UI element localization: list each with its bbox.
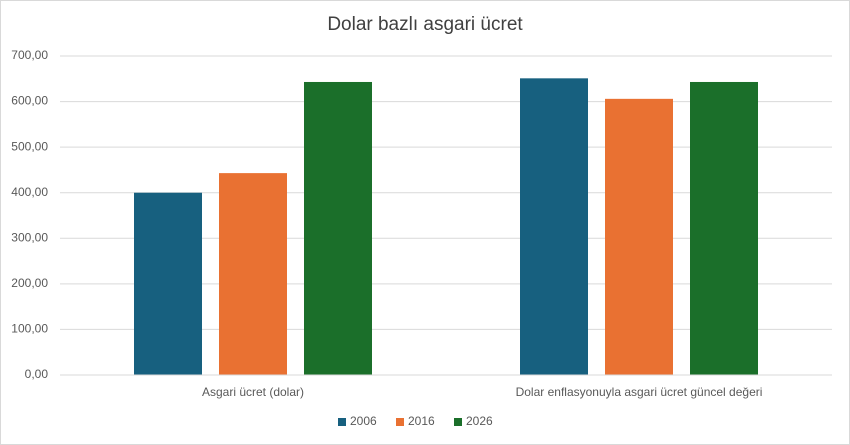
y-tick-label: 100,00	[11, 322, 48, 336]
y-tick-label: 0,00	[25, 367, 49, 381]
bar	[134, 192, 202, 375]
y-tick-label: 300,00	[11, 230, 48, 244]
legend-swatch	[338, 418, 346, 426]
bar	[219, 173, 287, 375]
legend-label: 2006	[350, 414, 377, 428]
bar	[605, 98, 673, 375]
y-tick-label: 700,00	[11, 48, 48, 62]
y-tick-label: 400,00	[11, 185, 48, 199]
bar	[520, 78, 588, 375]
bar	[690, 81, 758, 376]
y-tick-label: 500,00	[11, 139, 48, 153]
y-tick-label: 600,00	[11, 94, 48, 108]
y-tick-label: 200,00	[11, 276, 48, 290]
legend-label: 2026	[466, 414, 493, 428]
bar	[304, 81, 372, 376]
legend-label: 2016	[408, 414, 435, 428]
x-tick-label: Asgari ücret (dolar)	[202, 385, 304, 399]
x-tick-label: Dolar enflasyonuyla asgari ücret güncel …	[516, 385, 763, 399]
legend-swatch	[454, 418, 462, 426]
legend-swatch	[396, 418, 404, 426]
chart-title: Dolar bazlı asgari ücret	[327, 14, 523, 35]
